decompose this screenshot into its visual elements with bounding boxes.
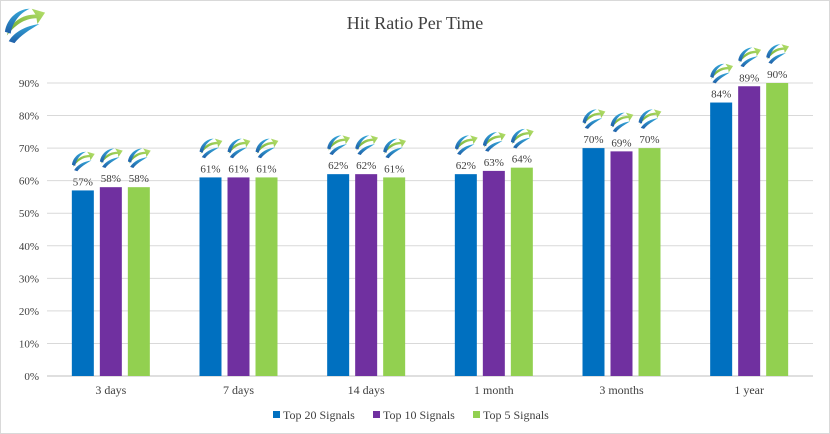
bar bbox=[227, 177, 250, 376]
logo-arrow-icon bbox=[738, 47, 762, 68]
data-label: 70% bbox=[583, 134, 603, 146]
bar bbox=[710, 102, 733, 377]
logo-arrow-icon bbox=[71, 151, 95, 172]
data-label: 61% bbox=[384, 163, 404, 175]
data-label: 84% bbox=[711, 89, 731, 101]
legend: Top 20 Signals Top 10 Signals Top 5 Signal… bbox=[273, 408, 549, 422]
chart-title: Hit Ratio Per Time bbox=[347, 13, 484, 33]
y-tick-label: 90% bbox=[19, 78, 39, 90]
bar bbox=[355, 174, 378, 376]
x-category-label: 3 months bbox=[599, 383, 644, 397]
x-category-label: 7 days bbox=[223, 383, 254, 397]
data-label: 58% bbox=[129, 173, 149, 185]
y-tick-label: 40% bbox=[19, 241, 39, 253]
y-tick-label: 50% bbox=[19, 208, 39, 220]
bar bbox=[383, 177, 406, 376]
logo-arrow-icon bbox=[99, 148, 123, 169]
bar bbox=[610, 151, 633, 376]
legend-label: Top 10 Signals bbox=[383, 408, 455, 422]
bar bbox=[582, 148, 605, 376]
bar bbox=[255, 177, 278, 376]
logo-arrow-icon bbox=[582, 109, 606, 129]
bar bbox=[638, 148, 661, 376]
logo-arrow-icon bbox=[127, 148, 151, 169]
x-category-label: 14 days bbox=[348, 383, 385, 397]
logo-arrow-icon bbox=[454, 135, 478, 155]
legend-item: Top 5 Signals bbox=[473, 408, 549, 422]
data-label: 89% bbox=[739, 72, 759, 84]
bars bbox=[71, 83, 789, 377]
legend-label: Top 5 Signals bbox=[483, 408, 549, 422]
logo-arrow-icon bbox=[4, 8, 46, 44]
y-axis-ticks: 0% 10% 20% 30% 40% 50% 60% 70% 80% 90% bbox=[19, 78, 39, 383]
y-tick-label: 10% bbox=[19, 338, 39, 350]
logo-arrow-icon bbox=[766, 44, 790, 64]
logo-arrow-icon bbox=[482, 132, 506, 152]
data-label: 63% bbox=[484, 157, 504, 169]
legend-swatch bbox=[273, 411, 280, 418]
legend-item: Top 10 Signals bbox=[373, 408, 455, 422]
bar bbox=[766, 83, 789, 376]
logo-arrow-icon bbox=[710, 63, 734, 84]
gridlines bbox=[47, 82, 813, 377]
data-label: 62% bbox=[328, 160, 348, 172]
data-label: 64% bbox=[512, 154, 532, 166]
y-tick-label: 30% bbox=[19, 273, 39, 285]
bar bbox=[199, 177, 222, 376]
logo-arrow-icon bbox=[510, 128, 534, 149]
bar bbox=[482, 170, 505, 376]
bar bbox=[510, 167, 533, 376]
data-label: 57% bbox=[73, 176, 93, 188]
data-label: 90% bbox=[767, 69, 787, 81]
y-tick-label: 20% bbox=[19, 306, 39, 318]
x-axis-categories: 3 days 7 days 14 days 1 month 3 months 1 year bbox=[95, 383, 764, 397]
logo-arrow-icon bbox=[327, 135, 351, 155]
bar bbox=[127, 187, 150, 376]
y-tick-label: 60% bbox=[19, 176, 39, 188]
x-category-label: 3 days bbox=[95, 383, 126, 397]
data-label: 61% bbox=[228, 163, 248, 175]
data-labels: 57% 58% 58% 61% 61% 61% 62% 62% 61% 62% 63% 64% 70% 6… bbox=[73, 69, 788, 188]
y-tick-label: 80% bbox=[19, 111, 39, 123]
bar bbox=[327, 174, 350, 376]
x-category-label: 1 month bbox=[474, 383, 514, 397]
logo-arrow-icon bbox=[355, 135, 379, 155]
bar bbox=[738, 86, 761, 376]
data-label: 61% bbox=[256, 163, 276, 175]
data-label: 62% bbox=[356, 160, 376, 172]
data-label: 70% bbox=[639, 134, 659, 146]
data-label: 58% bbox=[101, 173, 121, 185]
data-label: 61% bbox=[200, 163, 220, 175]
x-category-label: 1 year bbox=[734, 383, 764, 397]
legend-swatch bbox=[373, 411, 380, 418]
data-label: 62% bbox=[456, 160, 476, 172]
bar bbox=[454, 174, 477, 376]
logo-arrow-icon bbox=[638, 109, 662, 129]
bar bbox=[99, 187, 122, 376]
data-label: 69% bbox=[611, 137, 631, 149]
legend-item: Top 20 Signals bbox=[273, 408, 355, 422]
bar-icons bbox=[71, 44, 790, 172]
bar bbox=[71, 190, 94, 376]
y-tick-label: 70% bbox=[19, 143, 39, 155]
legend-swatch bbox=[473, 411, 480, 418]
legend-label: Top 20 Signals bbox=[283, 408, 355, 422]
y-tick-label: 0% bbox=[24, 371, 39, 383]
